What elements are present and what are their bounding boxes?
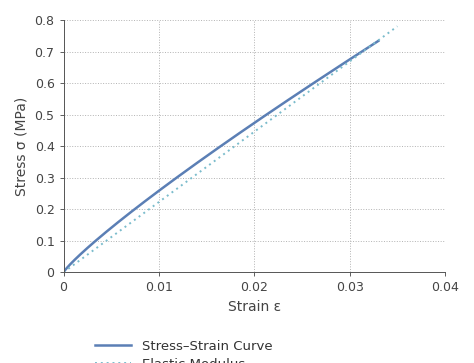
Stress–Strain Curve — [288, 96, 294, 100]
Stress–Strain Curve — [164, 183, 170, 187]
Stress–Strain Curve — [100, 233, 105, 237]
Stress–Strain Curve — [62, 269, 67, 273]
Stress–Strain Curve — [259, 115, 265, 120]
Y-axis label: Stress σ (MPa): Stress σ (MPa) — [15, 97, 29, 196]
Stress–Strain Curve — [290, 95, 295, 99]
X-axis label: Strain ε: Strain ε — [228, 300, 281, 314]
Legend: Stress–Strain Curve, Elastic Modulus: Stress–Strain Curve, Elastic Modulus — [89, 334, 278, 363]
Stress–Strain Curve — [375, 39, 381, 43]
Line: Stress–Strain Curve: Stress–Strain Curve — [64, 41, 378, 271]
Stress–Strain Curve — [186, 167, 191, 171]
